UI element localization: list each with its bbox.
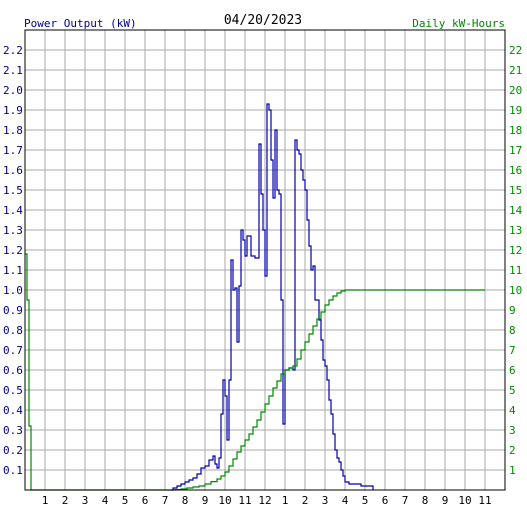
left-y-tick-label: 2.1 (3, 64, 23, 77)
left-y-tick-label: 1.0 (3, 284, 23, 297)
right-y-tick-label: 13 (509, 224, 522, 237)
right-y-tick-label: 3 (509, 424, 516, 437)
left-y-tick-label: 1.7 (3, 144, 23, 157)
x-tick-label: 9 (202, 494, 209, 507)
x-tick-label: 2 (302, 494, 309, 507)
power-series-line (171, 103, 374, 491)
left-y-tick-label: 1.9 (3, 104, 23, 117)
x-tick-label: 3 (322, 494, 329, 507)
left-y-tick-label: 2.2 (3, 44, 23, 57)
x-tick-label: 7 (162, 494, 169, 507)
x-tick-label: 8 (422, 494, 429, 507)
left-axis-label: Power Output (kW) (24, 17, 137, 30)
right-y-tick-label: 15 (509, 184, 522, 197)
x-tick-label: 8 (182, 494, 189, 507)
left-y-tick-label: 0.1 (3, 464, 23, 477)
left-y-tick-label: 1.5 (3, 184, 23, 197)
right-y-tick-label: 19 (509, 104, 522, 117)
right-y-tick-label: 14 (509, 204, 523, 217)
right-y-tick-label: 21 (509, 64, 522, 77)
left-y-tick-label: 0.4 (3, 404, 23, 417)
energy-series-line (25, 253, 485, 491)
left-y-tick-label: 0.9 (3, 304, 23, 317)
x-tick-label: 6 (382, 494, 389, 507)
right-y-tick-label: 20 (509, 84, 522, 97)
series-layer (25, 103, 485, 491)
x-tick-label: 4 (102, 494, 109, 507)
left-y-tick-label: 1.2 (3, 244, 23, 257)
x-tick-label: 10 (218, 494, 231, 507)
right-y-tick-label: 17 (509, 144, 522, 157)
x-tick-label: 5 (362, 494, 369, 507)
x-tick-label: 1 (42, 494, 49, 507)
right-y-tick-label: 9 (509, 304, 516, 317)
right-y-tick-label: 1 (509, 464, 516, 477)
left-y-tick-label: 0.8 (3, 324, 23, 337)
x-tick-label: 7 (402, 494, 409, 507)
right-y-tick-label: 11 (509, 264, 522, 277)
right-y-tick-label: 22 (509, 44, 522, 57)
right-y-tick-label: 2 (509, 444, 516, 457)
tick-labels: 1 2 3 4 5 6 7 8 9 10 11 12 1 2 3 4 5 6 7 8 9 10 110.10.20.30.4… (3, 44, 523, 507)
plot-frame (24, 29, 506, 491)
left-y-tick-label: 0.6 (3, 364, 23, 377)
left-y-tick-label: 0.7 (3, 344, 23, 357)
left-y-tick-label: 1.6 (3, 164, 23, 177)
right-y-tick-label: 12 (509, 244, 522, 257)
x-tick-label: 12 (258, 494, 271, 507)
x-tick-label: 10 (458, 494, 471, 507)
left-y-tick-label: 0.3 (3, 424, 23, 437)
left-y-tick-label: 1.8 (3, 124, 23, 137)
right-y-tick-label: 5 (509, 384, 516, 397)
right-y-tick-label: 8 (509, 324, 516, 337)
left-y-tick-label: 2.0 (3, 84, 23, 97)
right-y-tick-label: 4 (509, 404, 516, 417)
right-y-tick-label: 10 (509, 284, 522, 297)
x-tick-label: 1 (282, 494, 289, 507)
right-y-tick-label: 16 (509, 164, 522, 177)
left-y-tick-label: 0.2 (3, 444, 23, 457)
right-y-tick-label: 6 (509, 364, 516, 377)
x-tick-label: 9 (442, 494, 449, 507)
right-y-tick-label: 7 (509, 344, 516, 357)
x-tick-label: 11 (478, 494, 491, 507)
left-y-tick-label: 0.5 (3, 384, 23, 397)
left-y-tick-label: 1.3 (3, 224, 23, 237)
x-tick-label: 4 (342, 494, 349, 507)
x-tick-label: 2 (62, 494, 69, 507)
chart-title: 04/20/2023 (224, 13, 302, 28)
x-tick-label: 6 (142, 494, 149, 507)
grid-lines (25, 30, 505, 490)
right-axis-label: Daily kW-Hours (412, 17, 505, 30)
right-y-tick-label: 18 (509, 124, 522, 137)
left-y-tick-label: 1.1 (3, 264, 23, 277)
x-tick-label: 5 (122, 494, 129, 507)
x-tick-label: 3 (82, 494, 89, 507)
left-y-tick-label: 1.4 (3, 204, 23, 217)
x-tick-label: 11 (238, 494, 251, 507)
